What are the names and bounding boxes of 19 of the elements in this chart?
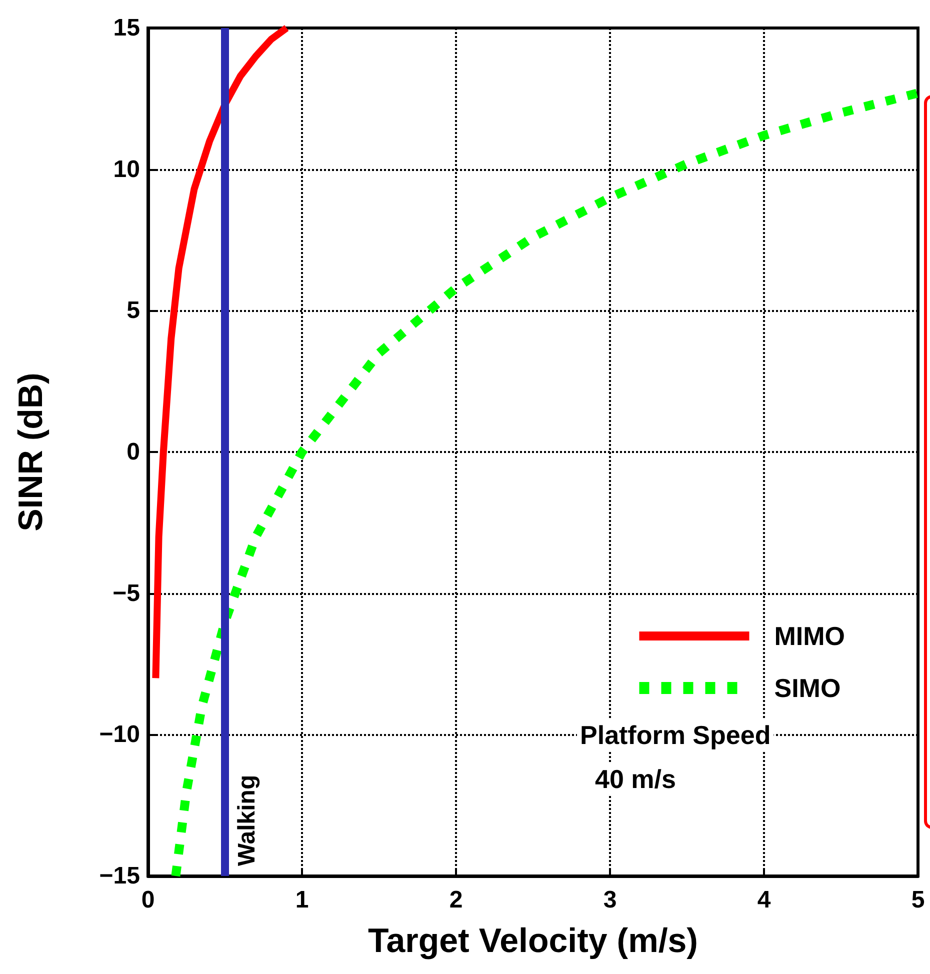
annotation: 40 m/s	[595, 764, 676, 794]
y-tick-label: 5	[126, 297, 140, 324]
legend-label: SIMO	[774, 673, 841, 703]
x-axis-title: Target Velocity (m/s)	[368, 922, 698, 960]
x-tick-label: 1	[295, 886, 309, 914]
y-tick-label: 10	[113, 156, 140, 183]
x-tick-label: 2	[449, 886, 463, 914]
y-tick-label: −15	[99, 862, 140, 890]
legend-label: MIMO	[774, 621, 845, 651]
y-tick-label: 0	[126, 438, 140, 466]
y-tick-label: −10	[99, 721, 140, 748]
x-tick-label: 5	[911, 886, 925, 914]
x-tick-label: 4	[757, 886, 772, 914]
x-tick-label: 3	[603, 886, 617, 914]
y-axis-title: SINR (dB)	[12, 372, 50, 532]
y-tick-label: 15	[113, 14, 140, 42]
y-tick-label: −5	[112, 580, 140, 607]
annotation: Platform Speed	[580, 720, 771, 750]
ref-line-label: Walking	[234, 774, 260, 866]
